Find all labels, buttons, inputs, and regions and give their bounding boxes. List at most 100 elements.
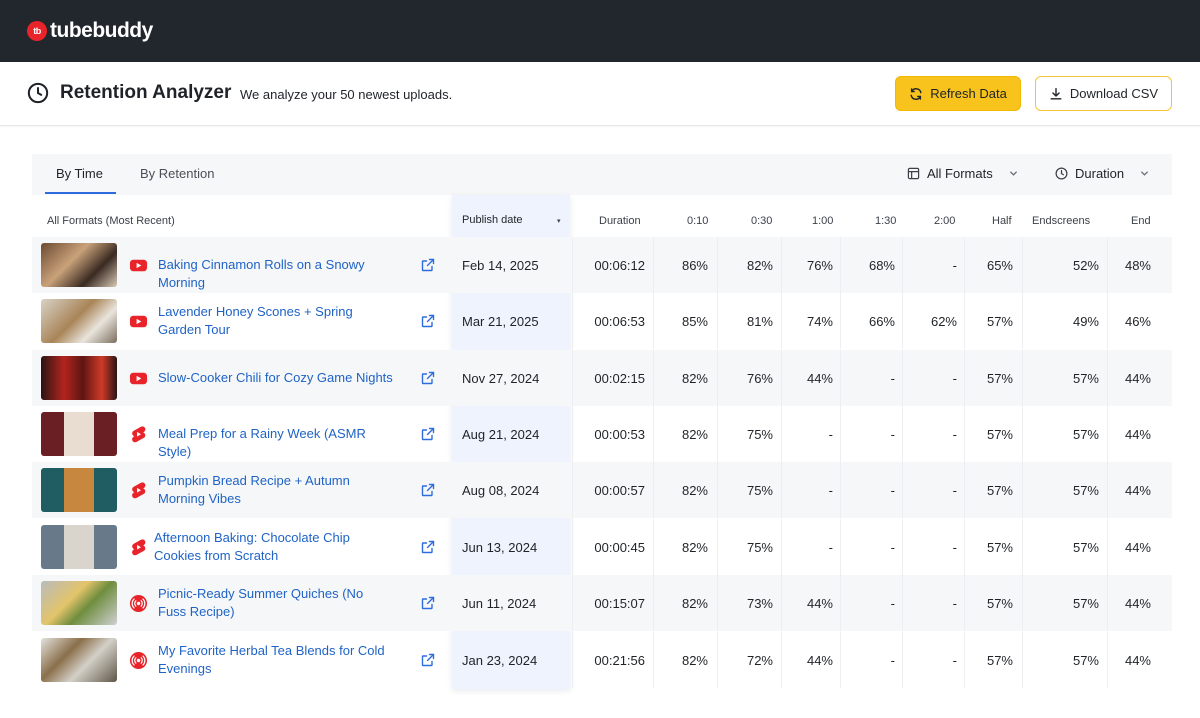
t100-cell: 76%: [806, 258, 833, 273]
endscreens-cell: 57%: [1072, 483, 1099, 498]
end-cell: 44%: [1124, 483, 1151, 498]
duration-column-header[interactable]: Duration: [599, 215, 641, 227]
endscreens-cell: 57%: [1072, 427, 1099, 442]
t030-cell: 75%: [746, 540, 773, 555]
clock-icon: [1055, 167, 1068, 180]
publish-date-cell: Mar 21, 2025: [462, 314, 539, 329]
publish-date-cell: Aug 21, 2024: [462, 427, 540, 442]
retention-0-30-header[interactable]: 0:30: [751, 215, 773, 227]
video-title-link[interactable]: Afternoon Baking: Chocolate Chip Cookies…: [154, 530, 350, 563]
endscreens-cell: 57%: [1072, 653, 1099, 668]
tubebuddy-logo[interactable]: tb tubebuddy: [27, 19, 153, 43]
endscreens-cell: 49%: [1072, 314, 1099, 329]
publish-date-cell: Jun 11, 2024: [462, 596, 537, 611]
t030-cell: 75%: [746, 427, 773, 442]
external-link-icon[interactable]: [421, 483, 435, 497]
video-column-header: All Formats (Most Recent): [47, 215, 175, 227]
tab-by-retention[interactable]: By Retention: [140, 166, 215, 181]
video-thumbnail[interactable]: [41, 525, 117, 569]
end-cell: 44%: [1124, 371, 1151, 386]
video-title-link[interactable]: Slow-Cooker Chili for Cozy Game Nights: [158, 370, 393, 385]
external-link-icon[interactable]: [421, 314, 435, 328]
table-row[interactable]: Afternoon Baking: Chocolate Chip Cookies…: [32, 519, 1172, 575]
t100-cell: -: [828, 540, 833, 555]
duration-cell: 00:02:15: [594, 371, 645, 386]
video-title-link[interactable]: Baking Cinnamon Rolls on a Snowy Morning: [158, 257, 365, 290]
t200-cell: -: [952, 258, 957, 273]
t130-cell: -: [890, 483, 895, 498]
half-cell: 57%: [986, 483, 1013, 498]
half-cell: 57%: [986, 314, 1013, 329]
table-row[interactable]: Lavender Honey Scones + Spring Garden To…: [32, 293, 1172, 349]
format-filter-dropdown[interactable]: All Formats: [907, 166, 1019, 181]
download-csv-label: Download CSV: [1069, 86, 1159, 101]
video-title-link[interactable]: Lavender Honey Scones + Spring Garden To…: [158, 304, 353, 337]
video-thumbnail[interactable]: [41, 638, 117, 682]
refresh-data-button[interactable]: Refresh Data: [895, 76, 1021, 111]
t130-cell: -: [890, 653, 895, 668]
sort-arrow-icon[interactable]: ▾: [557, 218, 561, 225]
retention-2-00-header[interactable]: 2:00: [934, 215, 956, 227]
video-title-link[interactable]: Pumpkin Bread Recipe + Autumn Morning Vi…: [158, 473, 350, 506]
retention-0-10-header[interactable]: 0:10: [687, 215, 709, 227]
video-thumbnail[interactable]: [41, 299, 117, 343]
video-title-link[interactable]: Picnic-Ready Summer Quiches (No Fuss Rec…: [158, 586, 364, 619]
external-link-icon[interactable]: [421, 258, 435, 272]
video-thumbnail[interactable]: [41, 412, 117, 456]
external-link-icon[interactable]: [421, 427, 435, 441]
retention-1-30-header[interactable]: 1:30: [875, 215, 897, 227]
publish-date-cell: Jan 23, 2024: [462, 653, 538, 668]
external-link-icon[interactable]: [421, 653, 435, 667]
download-csv-button[interactable]: Download CSV: [1035, 76, 1172, 111]
retention-end-header[interactable]: End: [1131, 215, 1151, 227]
retention-endscreens-header[interactable]: Endscreens: [1032, 215, 1091, 227]
t130-cell: 66%: [868, 314, 895, 329]
duration-filter-dropdown[interactable]: Duration: [1055, 166, 1150, 181]
t100-cell: 44%: [806, 596, 833, 611]
download-icon: [1050, 87, 1062, 100]
top-bar: tb tubebuddy: [0, 0, 1200, 62]
video-title-link[interactable]: My Favorite Herbal Tea Blends for Cold E…: [158, 643, 385, 676]
duration-cell: 00:21:56: [594, 653, 645, 668]
table-row[interactable]: Pumpkin Bread Recipe + Autumn Morning Vi…: [32, 462, 1172, 518]
retention-1-00-header[interactable]: 1:00: [812, 215, 834, 227]
t130-cell: -: [890, 540, 895, 555]
chevron-down-icon: [1141, 171, 1149, 176]
chevron-down-icon: [1009, 171, 1017, 176]
t010-cell: 82%: [681, 596, 708, 611]
t130-cell: -: [890, 427, 895, 442]
t100-cell: 74%: [806, 314, 833, 329]
t200-cell: -: [952, 596, 957, 611]
table-row[interactable]: Meal Prep for a Rainy Week (ASMR Style) A…: [32, 406, 1172, 462]
external-link-icon[interactable]: [421, 540, 435, 554]
t010-cell: 82%: [681, 653, 708, 668]
table-row[interactable]: Baking Cinnamon Rolls on a Snowy Morning…: [32, 237, 1172, 293]
end-cell: 44%: [1124, 427, 1151, 442]
duration-cell: 00:15:07: [594, 596, 645, 611]
video-thumbnail[interactable]: [41, 468, 117, 512]
retention-half-header[interactable]: Half: [992, 215, 1012, 227]
table-row[interactable]: My Favorite Herbal Tea Blends for Cold E…: [32, 632, 1172, 688]
t010-cell: 82%: [681, 427, 708, 442]
half-cell: 57%: [986, 540, 1013, 555]
video-thumbnail[interactable]: [41, 243, 117, 287]
table-row[interactable]: Picnic-Ready Summer Quiches (No Fuss Rec…: [32, 575, 1172, 631]
t100-cell: -: [828, 483, 833, 498]
half-cell: 57%: [986, 371, 1013, 386]
table-row[interactable]: Slow-Cooker Chili for Cozy Game Nights No…: [32, 350, 1172, 406]
external-link-icon[interactable]: [421, 371, 435, 385]
format-filter-label: All Formats: [927, 166, 993, 181]
video-title-link[interactable]: Meal Prep for a Rainy Week (ASMR Style): [158, 426, 366, 459]
publish-date-header[interactable]: Publish date: [462, 214, 523, 226]
end-cell: 44%: [1124, 653, 1151, 668]
t100-cell: 44%: [806, 653, 833, 668]
t030-cell: 76%: [746, 371, 773, 386]
video-thumbnail[interactable]: [41, 581, 117, 625]
external-link-icon[interactable]: [421, 596, 435, 610]
t100-cell: 44%: [806, 371, 833, 386]
clock-icon: [27, 82, 49, 104]
t200-cell: -: [952, 371, 957, 386]
tab-by-time[interactable]: By Time: [56, 166, 103, 181]
video-thumbnail[interactable]: [41, 356, 117, 400]
refresh-icon: [910, 87, 922, 100]
